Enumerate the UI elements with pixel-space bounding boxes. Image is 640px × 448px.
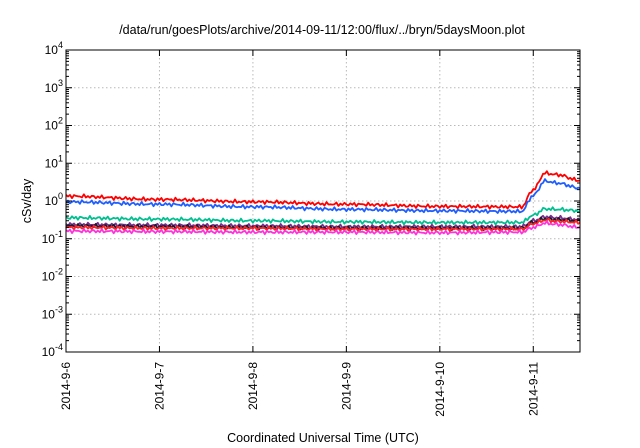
series-line-2 (65, 178, 581, 214)
y-tick-exponent: 4 (58, 40, 63, 50)
x-axis-label: Coordinated Universal Time (UTC) (227, 431, 419, 445)
y-tick-exponent: 2 (58, 116, 63, 126)
grid (66, 50, 580, 352)
y-tick-base: 10 (45, 156, 59, 170)
y-tick-exponent: 3 (58, 78, 63, 88)
y-tick-base: 10 (42, 345, 56, 359)
y-tick-base: 10 (45, 43, 59, 57)
x-tick-label: 2014-9-6 (59, 362, 73, 410)
y-tick-base: 10 (45, 81, 59, 95)
y-tick-label: 10-2 (42, 267, 63, 284)
x-tick-label: 2014-9-10 (433, 362, 447, 417)
y-tick-label: 10-1 (42, 229, 63, 246)
y-tick-exponent: 1 (58, 153, 63, 163)
y-tick-base: 10 (42, 307, 56, 321)
series-line-5 (65, 216, 581, 232)
y-tick-exponent: -1 (55, 229, 63, 239)
chart-title: /data/run/goesPlots/archive/2014-09-11/1… (119, 23, 525, 37)
y-tick-label: 102 (45, 116, 63, 133)
y-tick-label: 103 (45, 78, 63, 95)
series-line-3 (65, 206, 581, 226)
y-tick-base: 10 (42, 270, 56, 284)
series-layer (65, 170, 581, 236)
y-tick-exponent: -2 (55, 267, 63, 277)
series-line-7 (65, 220, 581, 236)
y-tick-label: 101 (45, 153, 63, 170)
ticks (65, 49, 580, 353)
y-tick-base: 10 (45, 119, 59, 133)
x-tick-label: 2014-9-8 (246, 362, 260, 410)
y-tick-label: 10-4 (42, 342, 63, 359)
y-tick-base: 10 (42, 232, 56, 246)
y-tick-base: 10 (45, 194, 59, 208)
y-tick-label: 104 (45, 40, 63, 57)
x-tick-label: 2014-9-11 (526, 362, 540, 416)
series-line-6 (65, 217, 581, 233)
x-tick-labels: 2014-9-6 2014-9-7 2014-9-8 2014-9-9 2014-9-1… (59, 362, 540, 417)
y-tick-exponent: -3 (55, 304, 63, 314)
y-tick-label: 10-3 (42, 304, 63, 321)
y-tick-exponent: -4 (55, 342, 63, 352)
x-tick-label: 2014-9-7 (152, 362, 166, 410)
series-line-1 (65, 170, 581, 210)
y-tick-exponent: 0 (58, 191, 63, 201)
y-axis-label: cSv/day (20, 178, 34, 223)
y-tick-label: 100 (45, 191, 63, 208)
x-tick-label: 2014-9-9 (339, 362, 353, 410)
